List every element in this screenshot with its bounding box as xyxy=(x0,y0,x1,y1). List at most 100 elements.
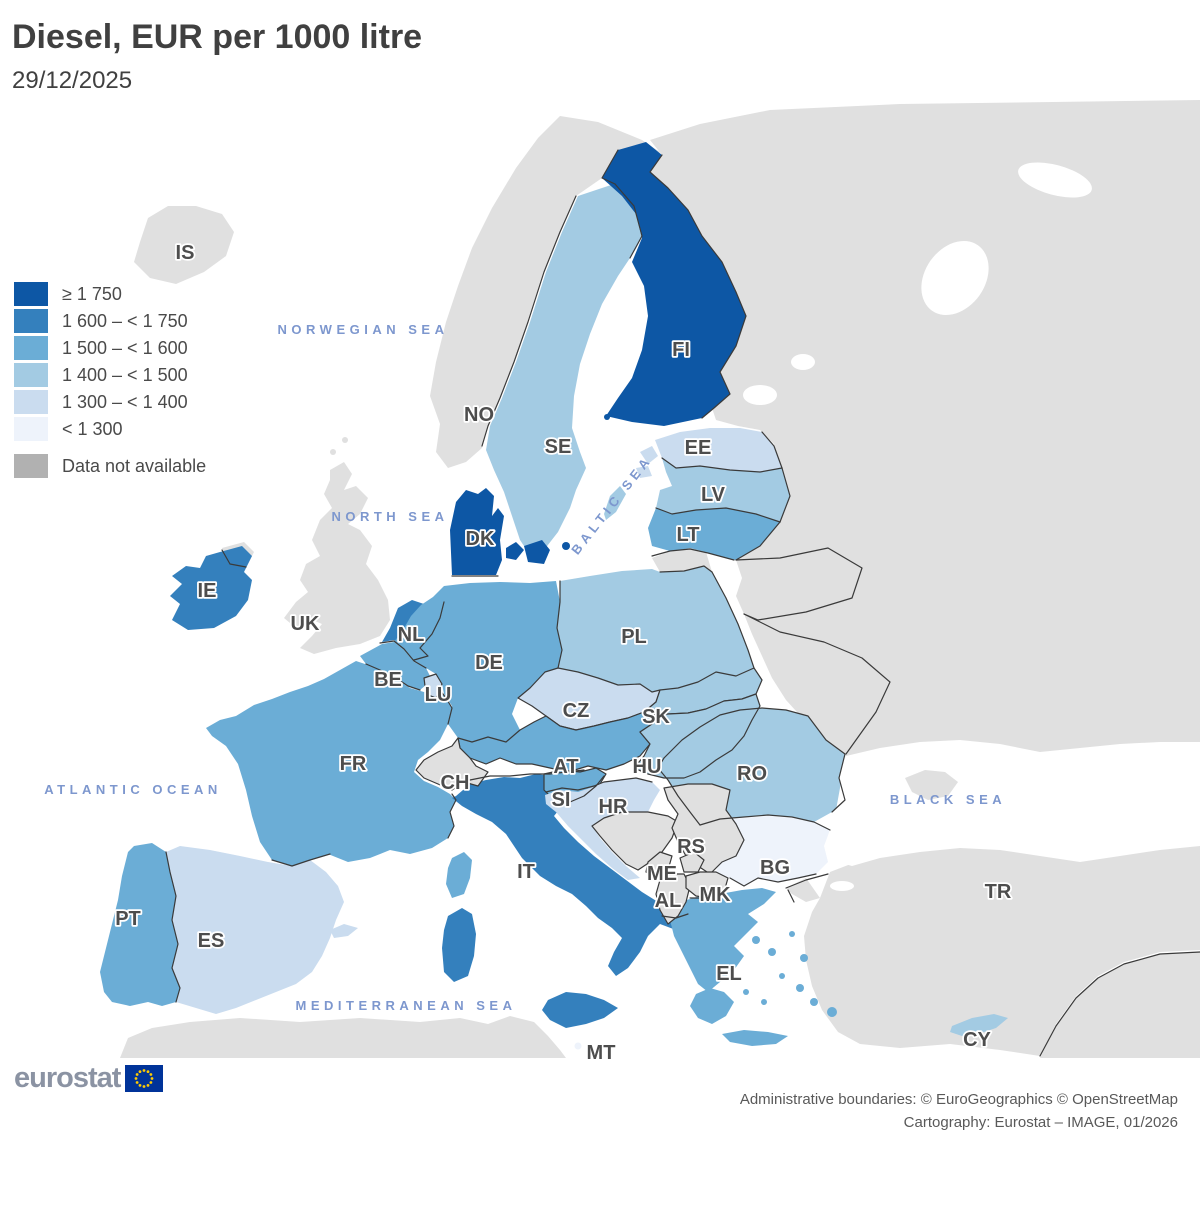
country-label-EL: EL xyxy=(716,963,742,985)
legend-label: Data not available xyxy=(62,455,207,476)
country-label-IE: IE xyxy=(198,580,217,602)
country-LV xyxy=(656,458,790,522)
legend-item: 1 400 – < 1 500 xyxy=(14,363,206,387)
legend-swatch xyxy=(14,417,48,441)
country-label-SK: SK xyxy=(642,706,670,728)
header: Diesel, EUR per 1000 litre 29/12/2025 xyxy=(12,18,422,95)
country-label-MK: MK xyxy=(699,884,731,906)
island-sardinia xyxy=(442,908,476,982)
legend-swatch xyxy=(14,363,48,387)
country-label-CH: CH xyxy=(441,772,470,794)
country-label-IT: IT xyxy=(517,861,535,883)
country-label-RS: RS xyxy=(677,836,705,858)
sea-label: MEDITERRANEAN SEA xyxy=(296,998,517,1013)
country-TR xyxy=(786,840,1200,1056)
legend-label: ≥ 1 750 xyxy=(62,283,122,304)
attribution-line2: Cartography: Eurostat – IMAGE, 01/2026 xyxy=(903,1114,1178,1131)
legend-item: 1 500 – < 1 600 xyxy=(14,336,206,360)
country-label-CY: CY xyxy=(963,1029,991,1051)
country-IT xyxy=(452,770,700,976)
legend-item: Data not available xyxy=(14,454,206,478)
country-label-HU: HU xyxy=(633,756,662,778)
legend-label: < 1 300 xyxy=(62,418,123,439)
country-MK xyxy=(685,871,729,899)
landmass-east xyxy=(650,100,1200,800)
country-PT xyxy=(100,843,180,1006)
island-crete xyxy=(722,1030,788,1046)
legend-swatch xyxy=(14,390,48,414)
country-DK xyxy=(450,488,504,575)
country-label-EE: EE xyxy=(685,437,712,459)
eurostat-logo: eurostat xyxy=(14,1062,164,1095)
island-corsica xyxy=(446,852,472,898)
legend: ≥ 1 750 1 600 – < 1 750 1 500 – < 1 600 1 4… xyxy=(14,282,206,481)
legend-item: 1 600 – < 1 750 xyxy=(14,309,206,333)
region-crimea xyxy=(905,770,958,800)
legend-label: 1 400 – < 1 500 xyxy=(62,364,188,385)
country-CH xyxy=(415,737,489,791)
country-label-TR: TR xyxy=(985,881,1012,903)
legend-swatch xyxy=(14,282,48,306)
legend-item: 1 300 – < 1 400 xyxy=(14,390,206,414)
country-HR xyxy=(545,778,660,880)
sea-label: ATLANTIC OCEAN xyxy=(44,782,222,797)
country-IS xyxy=(134,206,234,284)
region-north-africa xyxy=(120,1016,566,1058)
country-label-NL: NL xyxy=(398,624,425,646)
country-IE xyxy=(170,546,252,630)
page-title: Diesel, EUR per 1000 litre xyxy=(12,18,423,56)
country-CY xyxy=(950,1014,1008,1036)
country-label-BG: BG xyxy=(760,857,790,879)
country-PL xyxy=(557,566,754,692)
region-kosovo xyxy=(679,851,705,873)
island-sicily xyxy=(542,992,618,1028)
country-DE xyxy=(394,581,562,742)
country-label-RO: RO xyxy=(737,763,767,785)
country-label-LU: LU xyxy=(425,684,452,706)
country-label-FR: FR xyxy=(340,753,367,775)
country-FI xyxy=(602,142,746,426)
attribution-line1: Administrative boundaries: © EuroGeograp… xyxy=(739,1091,1178,1108)
legend-item: ≥ 1 750 xyxy=(14,282,206,306)
country-AL xyxy=(655,873,691,925)
country-label-HR: HR xyxy=(599,796,628,818)
country-label-DK: DK xyxy=(466,528,495,550)
country-label-UK: UK xyxy=(291,613,320,635)
country-label-FI: FI xyxy=(672,339,690,361)
sea-label: NORWEGIAN SEA xyxy=(278,322,449,337)
sea-marmara xyxy=(830,881,854,891)
country-ES xyxy=(166,846,344,1014)
country-label-AL: AL xyxy=(655,890,682,912)
legend-swatch xyxy=(14,454,48,478)
country-label-NO: NO xyxy=(464,404,494,426)
island-peloponnese xyxy=(690,988,734,1024)
country-EL xyxy=(666,888,776,992)
country-NO xyxy=(430,116,660,468)
region-levant xyxy=(1040,952,1200,1058)
country-label-LT: LT xyxy=(677,524,700,546)
country-label-DE: DE xyxy=(475,652,503,674)
island-balearics xyxy=(330,924,358,938)
country-RS xyxy=(663,783,745,875)
country-label-ES: ES xyxy=(198,930,225,952)
country-label-CZ: CZ xyxy=(563,700,590,722)
country-LT xyxy=(648,508,780,560)
country-label-SI: SI xyxy=(552,789,571,811)
eu-flag-icon xyxy=(125,1065,164,1092)
country-label-IS: IS xyxy=(176,242,195,264)
eurostat-logo-text: eurostat xyxy=(14,1062,121,1094)
country-ME xyxy=(645,851,673,879)
map-borders xyxy=(165,149,1200,1057)
country-label-PT: PT xyxy=(115,908,141,930)
country-SE xyxy=(486,184,642,558)
attribution: Administrative boundaries: © EuroGeograp… xyxy=(740,1088,1178,1134)
region-kaliningrad xyxy=(652,548,712,572)
country-label-BE: BE xyxy=(374,669,402,691)
country-UK xyxy=(284,462,390,654)
legend-label: 1 600 – < 1 750 xyxy=(62,310,188,331)
country-label-AT: AT xyxy=(553,756,578,778)
black-sea xyxy=(826,740,1200,866)
country-label-LV: LV xyxy=(701,484,726,506)
